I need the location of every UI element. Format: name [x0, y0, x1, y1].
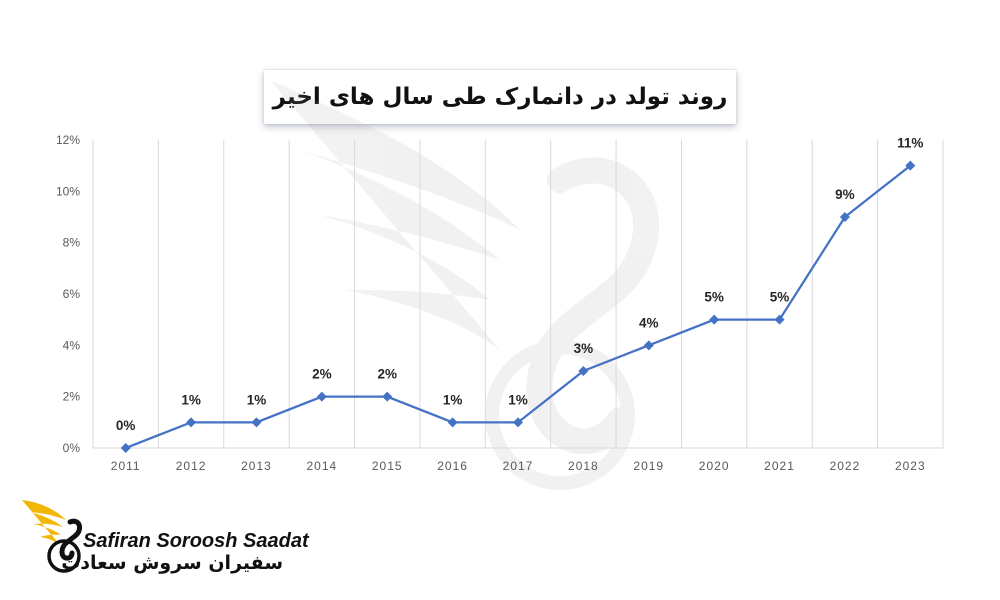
data-point: [447, 417, 458, 428]
data-label: 1%: [508, 392, 528, 407]
vertical-gridlines: [92, 140, 944, 448]
data-point: [839, 212, 850, 222]
y-tick-label: 0%: [63, 441, 81, 455]
wing-icon: [22, 500, 66, 545]
data-label: 5%: [704, 290, 724, 305]
x-tick-label: 2013: [241, 459, 272, 473]
y-tick-label: 4%: [63, 338, 81, 352]
x-tick-label: 2017: [503, 459, 534, 473]
y-tick-label: 12%: [56, 133, 80, 147]
data-label: 5%: [770, 290, 790, 305]
data-label: 11%: [897, 136, 923, 151]
data-point: [316, 391, 327, 402]
data-label: 2%: [312, 367, 332, 382]
data-point: [513, 417, 523, 428]
data-label: 3%: [574, 341, 594, 356]
company-logo-icon: [22, 500, 83, 573]
company-name-en: Safiran Soroosh Saadat: [83, 530, 309, 552]
x-axis-ticks: 2011 2012 2013 2014 2015 2016 2017 2018 2019 2020…: [111, 459, 926, 473]
data-point: [382, 391, 393, 402]
data-labels: 0% 1% 1% 2% 2% 1% 1% 3% 4% 5% 5% 9% 11%: [116, 136, 924, 433]
x-tick-label: 2021: [764, 459, 795, 473]
x-tick-label: 2012: [176, 459, 207, 473]
x-tick-label: 2016: [437, 459, 468, 473]
data-label: 0%: [116, 418, 136, 433]
x-tick-label: 2015: [372, 459, 403, 473]
y-axis-ticks: 0% 2% 4% 6% 8% 10% 12%: [56, 133, 80, 455]
x-tick-label: 2018: [568, 459, 599, 473]
x-tick-label: 2019: [633, 459, 664, 473]
data-label: 1%: [247, 392, 267, 407]
x-tick-label: 2020: [699, 459, 730, 473]
company-name-fa: سفیران سروش سعادت: [61, 552, 283, 574]
y-tick-label: 8%: [63, 236, 81, 250]
chart-title: روند تولد در دانمارک طی سال های اخیر: [272, 84, 728, 110]
x-tick-label: 2022: [830, 459, 861, 473]
data-point: [643, 340, 654, 351]
data-label: 1%: [181, 392, 201, 407]
y-tick-label: 2%: [63, 390, 81, 404]
chart-title-box: روند تولد در دانمارک طی سال های اخیر: [264, 70, 736, 124]
data-point: [905, 160, 916, 171]
x-tick-label: 2014: [306, 459, 337, 473]
data-point: [709, 314, 720, 325]
x-tick-label: 2011: [111, 459, 141, 473]
watermark-logo: [270, 80, 660, 490]
x-tick-label: 2023: [895, 459, 926, 473]
series-markers: [120, 160, 916, 453]
data-point: [578, 366, 589, 376]
data-label: 4%: [639, 315, 659, 330]
ring-icon: [47, 539, 81, 573]
data-point: [120, 443, 131, 453]
data-label: 2%: [377, 367, 397, 382]
data-label: 9%: [835, 187, 855, 202]
data-point: [774, 314, 785, 325]
y-tick-label: 6%: [63, 287, 81, 301]
data-point: [251, 417, 262, 428]
y-tick-label: 10%: [56, 184, 80, 198]
data-point: [186, 417, 197, 428]
data-label: 1%: [443, 392, 463, 407]
